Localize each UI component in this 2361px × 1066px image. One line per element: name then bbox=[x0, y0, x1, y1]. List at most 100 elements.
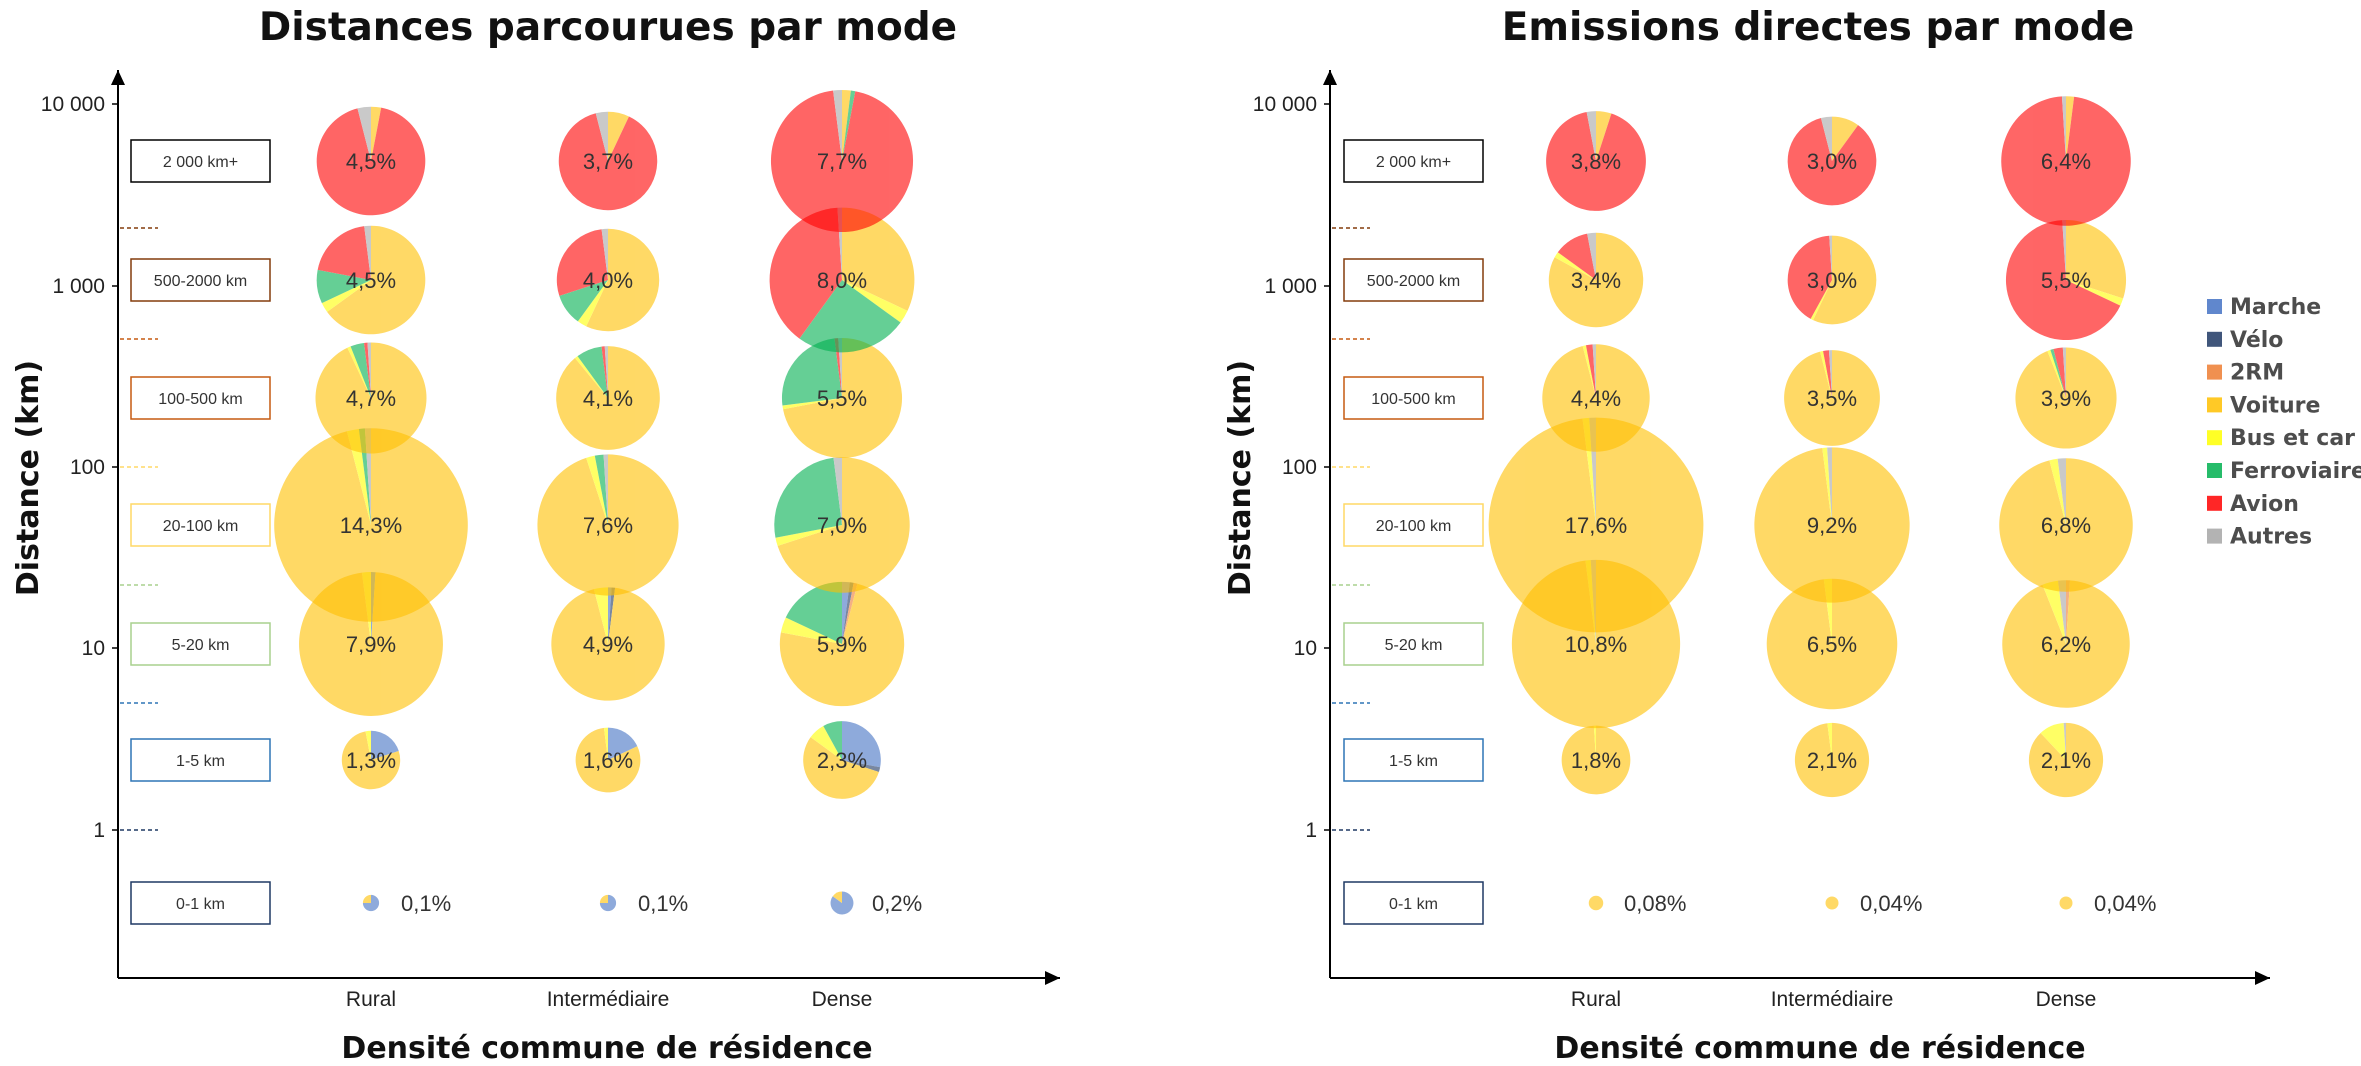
pie-value-label: 3,0% bbox=[1807, 268, 1857, 293]
legend-item-ferroviaire: Ferroviaire bbox=[2207, 459, 2361, 484]
pie-value-label: 7,6% bbox=[583, 513, 633, 538]
pie-slice-autres bbox=[601, 228, 608, 280]
pie-slice-autres bbox=[604, 346, 608, 398]
pie-value-label: 3,5% bbox=[1807, 386, 1857, 411]
pie-slice-avion bbox=[769, 207, 842, 339]
pie-slice-bus-et-car bbox=[1827, 722, 1832, 760]
pie-intermediaire-100-500-km bbox=[1784, 350, 1880, 446]
pie-value-label: 8,0% bbox=[817, 268, 867, 293]
pie-slice-velo bbox=[842, 582, 854, 644]
pie-slice-autres bbox=[2061, 96, 2066, 161]
band-label-text: 1-5 km bbox=[1389, 753, 1438, 770]
pie-slice-avion bbox=[1787, 118, 1877, 206]
pie-slice-autres bbox=[2062, 219, 2066, 280]
distance-band-label-0-1-km: 0-1 km bbox=[130, 881, 271, 925]
pie-slice-ferroviaire bbox=[842, 90, 856, 161]
pie-slice-voiture bbox=[779, 583, 905, 707]
band-label-text: 2 000 km+ bbox=[1376, 154, 1451, 171]
pie-rural-500-2000-km bbox=[316, 225, 426, 335]
band-label-box bbox=[1343, 881, 1484, 925]
band-label-text: 0-1 km bbox=[1389, 896, 1438, 913]
pie-slice-bus-et-car bbox=[2047, 349, 2066, 398]
pie-dense-0-1-km bbox=[2059, 896, 2073, 910]
pie-rural-0-1-km bbox=[1588, 895, 1604, 911]
pie-slice-ferroviaire bbox=[781, 338, 842, 406]
pie-slice-voiture bbox=[599, 894, 608, 903]
pie-slice-voiture bbox=[1813, 235, 1877, 325]
legend-item-autres: Autres bbox=[2207, 525, 2312, 550]
band-label-box bbox=[1343, 139, 1484, 183]
pie-slice-bus-et-car bbox=[321, 280, 371, 312]
pie-slice-voiture bbox=[1542, 344, 1650, 452]
emissions-chart-panel: Emissions directes par mode Distance (km… bbox=[1223, 5, 2270, 1066]
x-category-intermediaire: Intermédiaire bbox=[1771, 988, 1894, 1011]
pie-slice-velo bbox=[608, 587, 616, 644]
band-label-text: 100-500 km bbox=[158, 391, 243, 408]
pie-slice-autres bbox=[357, 106, 371, 161]
pie-slice-voiture bbox=[1754, 447, 1910, 603]
pie-slice-voiture bbox=[832, 891, 842, 903]
legend-label: Ferroviaire bbox=[2230, 459, 2361, 484]
pie-slice-autres bbox=[1820, 116, 1832, 161]
band-label-box bbox=[1343, 258, 1484, 302]
x-category-rural: Rural bbox=[346, 988, 396, 1011]
pie-slice-voiture bbox=[1488, 417, 1704, 633]
y-axis-arrow bbox=[1323, 70, 1337, 85]
legend-swatch bbox=[2207, 430, 2222, 446]
pie-slice-marche bbox=[608, 727, 638, 760]
pie-dense-1-5-km bbox=[2028, 722, 2104, 798]
band-label-box bbox=[130, 738, 271, 782]
pie-slice-bus-et-car bbox=[775, 525, 842, 546]
pie-value-label: 4,4% bbox=[1571, 386, 1621, 411]
pie-slice-ferroviaire bbox=[350, 342, 371, 398]
pie-slice-bus-et-car bbox=[346, 428, 371, 525]
pie-slice-autres bbox=[2063, 722, 2066, 760]
x-category-intermediaire: Intermédiaire bbox=[547, 988, 670, 1011]
legend-label: 2RM bbox=[2230, 361, 2284, 386]
pie-slice-avion bbox=[316, 107, 426, 216]
y-tick-label: 10 000 bbox=[41, 93, 105, 116]
pie-slice-voiture bbox=[1766, 578, 1898, 710]
pie-intermediaire-0-1-km bbox=[599, 894, 617, 912]
pie-slice-bus-et-car bbox=[2040, 722, 2066, 760]
pie-dense-0-1-km bbox=[830, 891, 854, 915]
pie-slice-autres bbox=[595, 111, 608, 161]
pie-layer bbox=[274, 89, 915, 915]
legend-swatch bbox=[2207, 495, 2222, 511]
band-label-text: 20-100 km bbox=[1376, 518, 1452, 535]
pie-slice-voiture bbox=[1596, 111, 1612, 161]
pie-label-layer: 0,08% 0,04% 0,04% 1,8% 2,1% 2,1% 10,8% 6,5% 6,2%… bbox=[1565, 149, 2157, 916]
band-label-text: 2 000 km+ bbox=[163, 154, 238, 171]
legend-item-2rm: 2RM bbox=[2207, 361, 2284, 386]
pie-dense-100-500-km bbox=[2015, 347, 2117, 449]
pie-slice-bus-et-car bbox=[842, 280, 908, 323]
pie-slice-autres bbox=[2057, 458, 2066, 525]
pie-slice-voiture bbox=[1999, 458, 2133, 592]
pie-value-label: 7,7% bbox=[817, 149, 867, 174]
pie-slice-autres bbox=[2058, 580, 2066, 644]
pie-rural-100-500-km bbox=[1542, 344, 1650, 452]
pie-rural-100-500-km bbox=[315, 342, 427, 454]
pie-slice-voiture bbox=[803, 737, 879, 799]
pie-slice-voiture bbox=[362, 894, 371, 903]
pie-value-label: 1,3% bbox=[346, 748, 396, 773]
pie-value-label: 3,7% bbox=[583, 149, 633, 174]
y-tick-label: 1 000 bbox=[52, 275, 105, 298]
pie-value-label: 14,3% bbox=[340, 513, 402, 538]
distance-band-label-1-5-km: 1-5 km bbox=[130, 738, 271, 782]
pie-value-label: 5,5% bbox=[817, 386, 867, 411]
pie-value-label: 4,0% bbox=[583, 268, 633, 293]
pie-rural-2-000-km bbox=[1546, 111, 1646, 211]
pie-value-label: 6,8% bbox=[2041, 513, 2091, 538]
pie-slice-voiture bbox=[842, 207, 915, 311]
pie-value-label: 2,3% bbox=[817, 748, 867, 773]
pie-value-label: 10,8% bbox=[1565, 632, 1627, 657]
distance-band-label-0-1-km: 0-1 km bbox=[1343, 881, 1484, 925]
band-label-box bbox=[1343, 376, 1484, 420]
band-label-text: 5-20 km bbox=[172, 637, 230, 654]
pie-slice-voiture bbox=[1548, 232, 1644, 328]
pie-slice-voiture bbox=[608, 111, 629, 161]
pie-slice-bus-et-car bbox=[1554, 252, 1596, 280]
pie-slice-avion bbox=[770, 90, 914, 233]
pie-slice-avion bbox=[1585, 344, 1596, 398]
